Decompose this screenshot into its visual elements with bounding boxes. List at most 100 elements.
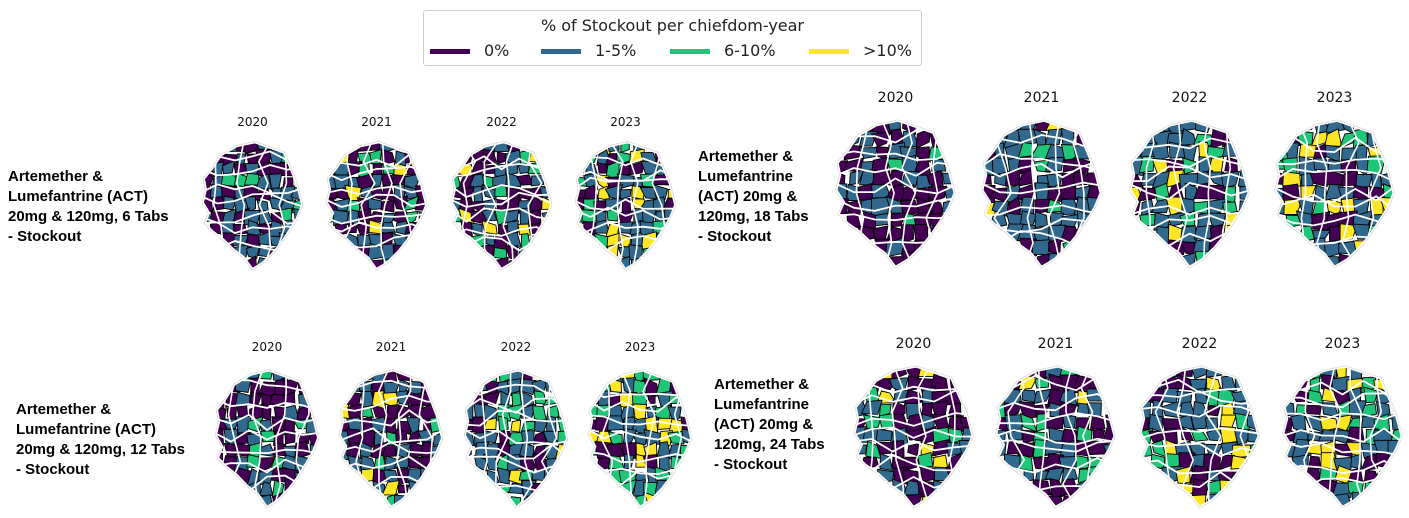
district-boundary xyxy=(836,147,955,162)
year-label: 2022 xyxy=(1171,90,1208,106)
chiefdom-map xyxy=(587,369,693,509)
chiefdom-region xyxy=(510,419,522,433)
chiefdom-region xyxy=(1219,479,1236,498)
district-boundary xyxy=(589,450,691,464)
country-border xyxy=(326,141,427,270)
district-boundary xyxy=(452,162,551,177)
map-cell-24-tabs-2020: 2020 xyxy=(851,334,976,510)
legend-label: 6-10% xyxy=(724,41,776,60)
chiefdom-region xyxy=(1355,173,1374,188)
district-boundary xyxy=(589,414,691,427)
panel-label-line: - Stockout xyxy=(714,456,788,473)
district-boundary xyxy=(203,164,302,177)
district-boundary xyxy=(465,383,567,398)
chiefdom-region xyxy=(1224,156,1238,174)
district-boundary xyxy=(216,397,318,413)
district-boundary xyxy=(1326,366,1342,507)
district-boundary xyxy=(1130,205,1249,217)
district-boundary xyxy=(251,370,265,507)
district-boundary xyxy=(1202,121,1212,267)
year-label: 2021 xyxy=(1037,336,1074,352)
year-label: 2023 xyxy=(1324,336,1361,352)
district-boundary xyxy=(272,370,288,507)
district-boundary xyxy=(880,121,895,267)
district-boundary xyxy=(340,409,442,427)
panel-label-line: 120mg, 18 Tabs xyxy=(698,208,809,225)
map-cell-6-tabs-2023: 2023 xyxy=(573,112,678,272)
chiefdom-map xyxy=(201,141,304,271)
chiefdom-map xyxy=(1274,119,1395,269)
district-boundary xyxy=(1130,181,1249,201)
chiefdom-region xyxy=(1306,404,1323,415)
district-boundary xyxy=(1315,121,1328,267)
chiefdom-region xyxy=(1206,198,1227,216)
chiefdom-region xyxy=(1161,401,1179,419)
district-boundary xyxy=(854,438,973,453)
chiefdom-region xyxy=(397,484,410,494)
chiefdom-region xyxy=(372,467,387,486)
chiefdom-map xyxy=(1129,119,1250,269)
map-cell-6-tabs-2020: 2020 xyxy=(200,112,305,272)
district-boundary xyxy=(380,142,393,269)
map-cell-6-tabs-2022: 2022 xyxy=(449,112,554,272)
district-boundary xyxy=(327,212,426,225)
chiefdom-region xyxy=(1375,452,1390,469)
district-boundary xyxy=(340,394,442,412)
country-border xyxy=(339,370,443,508)
year-label: 2023 xyxy=(1316,90,1353,106)
chiefdom-region xyxy=(619,188,632,201)
chiefdom-map xyxy=(574,141,677,271)
panel-label-18-tabs: Artemether & Lumefantrine (ACT) 20mg & 1… xyxy=(698,147,809,247)
legend-label: 0% xyxy=(484,41,510,60)
chiefdom-region xyxy=(1247,428,1259,443)
panel-label-line: - Stockout xyxy=(16,461,90,478)
chiefdom-regions xyxy=(1140,366,1259,507)
map-cell-18-tabs-2021: 2021 xyxy=(979,88,1104,270)
chiefdom-map xyxy=(995,365,1116,509)
chiefdom-region xyxy=(878,413,895,431)
panel-label-line: Artemether & xyxy=(714,376,810,393)
district-boundary xyxy=(629,142,640,269)
country-border xyxy=(853,366,974,508)
district-boundary xyxy=(216,448,318,455)
district-boundary xyxy=(589,427,691,444)
chiefdom-regions xyxy=(1130,121,1249,267)
district-boundary xyxy=(1283,459,1402,476)
panel-label-6-tabs: Artemether & Lumefantrine (ACT) 20mg & 1… xyxy=(8,167,169,247)
country-border xyxy=(202,141,303,270)
map-cell-24-tabs-2022: 2022 xyxy=(1137,334,1262,510)
chiefdom-region xyxy=(493,246,508,260)
chiefdom-region xyxy=(246,219,262,238)
year-label: 2021 xyxy=(361,115,392,129)
panel-label-line: (ACT) 20mg & xyxy=(698,188,798,205)
district-boundary xyxy=(576,176,675,191)
district-boundary xyxy=(483,142,500,269)
year-label: 2022 xyxy=(486,115,517,129)
country-border xyxy=(1282,366,1403,508)
panel-label-12-tabs: Artemether & Lumefantrine (ACT) 20mg & 1… xyxy=(16,400,185,480)
chiefdom-region xyxy=(878,403,892,418)
chiefdom-region xyxy=(1295,121,1316,132)
chiefdom-region xyxy=(482,149,498,166)
chiefdom-region xyxy=(933,479,949,497)
district-boundary xyxy=(1283,440,1402,458)
district-boundary xyxy=(836,161,955,178)
district-boundary xyxy=(1140,390,1259,405)
chiefdom-region xyxy=(1033,388,1053,404)
chiefdom-region xyxy=(1044,416,1065,430)
legend-label: >10% xyxy=(863,41,912,60)
district-boundary xyxy=(203,192,302,208)
chiefdom-region xyxy=(620,142,630,154)
district-boundary xyxy=(452,207,551,223)
chiefdom-map xyxy=(835,119,956,269)
chiefdom-region xyxy=(628,160,646,176)
district-boundary xyxy=(1023,121,1036,267)
legend: % of Stockout per chiefdom-year 0% 1-5% … xyxy=(423,10,922,66)
chiefdom-regions xyxy=(982,121,1101,267)
chiefdom-region xyxy=(1031,239,1051,256)
chiefdom-region xyxy=(1389,426,1402,444)
country-border xyxy=(588,370,692,508)
year-label: 2020 xyxy=(895,336,932,352)
district-boundary xyxy=(891,366,905,507)
year-label: 2023 xyxy=(624,340,656,354)
